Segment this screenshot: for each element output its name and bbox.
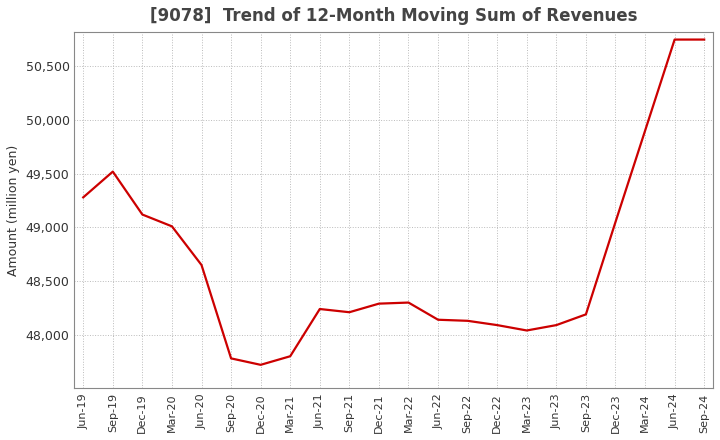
Title: [9078]  Trend of 12-Month Moving Sum of Revenues: [9078] Trend of 12-Month Moving Sum of R… [150, 7, 637, 25]
Y-axis label: Amount (million yen): Amount (million yen) [7, 145, 20, 276]
